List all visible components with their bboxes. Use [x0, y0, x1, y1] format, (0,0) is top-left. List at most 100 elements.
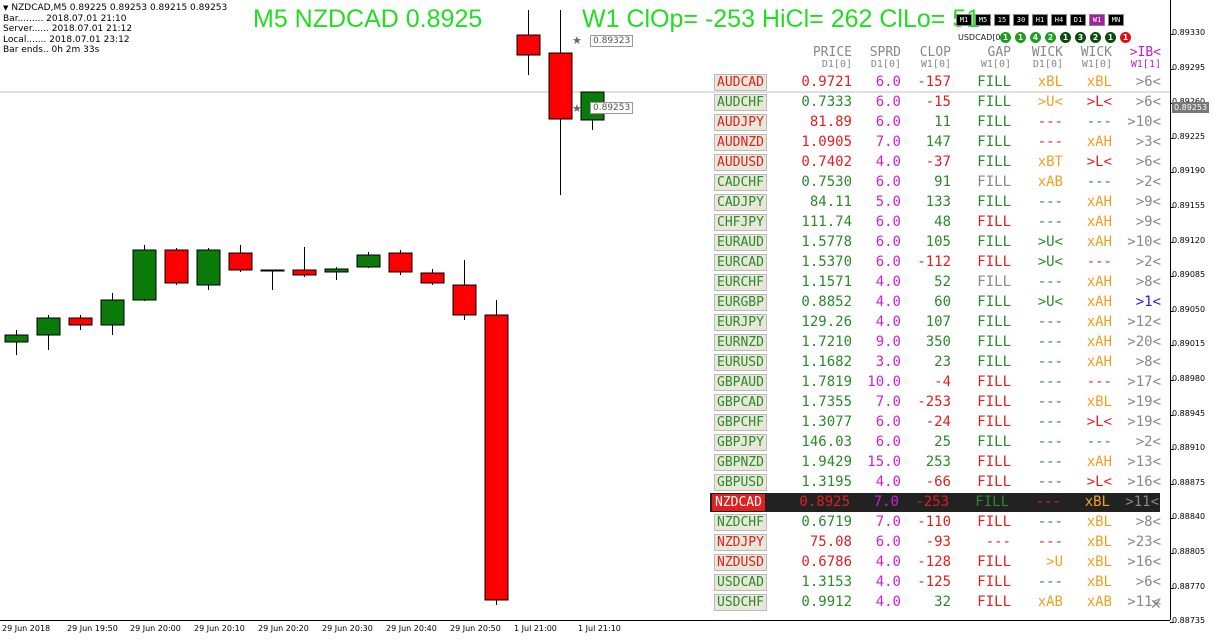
- table-row[interactable]: EURGBP 0.8852 4.0 60 FILL >U< xAH >1<: [712, 293, 1162, 312]
- cell-w1: ---: [1037, 334, 1063, 350]
- cell-ib: >16<: [1127, 474, 1161, 490]
- cell-w2: ---: [1086, 434, 1112, 450]
- dropdown-arrow-icon[interactable]: ▼: [3, 4, 9, 12]
- symbol-button[interactable]: GBPUSD: [714, 474, 767, 491]
- table-row[interactable]: EURCHF 1.1571 4.0 52 FILL --- xAH >8<: [712, 273, 1162, 292]
- symbol-button[interactable]: EURCHF: [714, 274, 767, 291]
- table-row[interactable]: GBPCAD 1.7355 7.0 -253 FILL --- xBL >19<: [712, 393, 1162, 412]
- cell-ib: >9<: [1135, 194, 1161, 210]
- cell-w2: xAH: [1086, 334, 1112, 350]
- symbol-button[interactable]: CADJPY: [714, 194, 767, 211]
- candle-body: [548, 52, 573, 120]
- table-row[interactable]: CADCHF 0.7530 6.0 91 FILL xAB --- >2<: [712, 173, 1162, 192]
- symbol-button[interactable]: EURAUD: [714, 234, 767, 251]
- price-chart[interactable]: [0, 0, 1170, 620]
- timeframe-button-h1[interactable]: H1: [1032, 14, 1048, 26]
- timeframe-button-w1[interactable]: W1: [1089, 14, 1105, 26]
- price-tick: 0.88840: [1169, 512, 1206, 522]
- table-row[interactable]: NZDCAD 0.8925 7.0 -253 FILL --- xBL >11<: [710, 493, 1160, 512]
- table-row[interactable]: NZDUSD 0.6786 4.0 -128 FILL >U xBL >16<: [712, 553, 1162, 572]
- cell-gap: FILL: [977, 394, 1011, 410]
- symbol-button[interactable]: EURCAD: [714, 254, 767, 271]
- cell-w1: xBL: [1037, 74, 1063, 90]
- timeframe-button-mn[interactable]: MN: [1108, 14, 1124, 26]
- timeframe-button-h4[interactable]: H4: [1051, 14, 1067, 26]
- table-row[interactable]: EURJPY 129.26 4.0 107 FILL --- xAH >12<: [712, 313, 1162, 332]
- symbol-button[interactable]: AUDJPY: [714, 114, 767, 131]
- candle: [548, 10, 573, 195]
- symbol-button[interactable]: AUDCAD: [714, 74, 767, 91]
- cell-ib: >6<: [1135, 74, 1161, 90]
- table-row[interactable]: EURCAD 1.5370 6.0 -112 FILL >U< --- >2<: [712, 253, 1162, 272]
- symbol-button[interactable]: NZDCAD: [712, 494, 765, 511]
- table-row[interactable]: GBPUSD 1.3195 4.0 -66 FILL --- >L< >16<: [712, 473, 1162, 492]
- timeframe-button-m1[interactable]: M1: [956, 14, 972, 26]
- header-sprd: SPRD: [869, 45, 901, 60]
- cell-ib: >12<: [1127, 314, 1161, 330]
- symbol-button[interactable]: NZDUSD: [714, 554, 767, 571]
- table-row[interactable]: AUDJPY 81.89 6.0 11 FILL --- --- >10<: [712, 113, 1162, 132]
- timeframe-button-d1[interactable]: D1: [1070, 14, 1086, 26]
- symbol-button[interactable]: EURNZD: [714, 334, 767, 351]
- cell-price: 146.03: [801, 434, 852, 450]
- cell-ib: >20<: [1127, 334, 1161, 350]
- symbol-button[interactable]: GBPCAD: [714, 394, 767, 411]
- symbol-button[interactable]: NZDCHF: [714, 514, 767, 531]
- timeframe-button-15[interactable]: 15: [994, 14, 1010, 26]
- price-tick: 0.89155: [1169, 201, 1206, 210]
- symbol-button[interactable]: GBPCHF: [714, 414, 767, 431]
- table-row[interactable]: EURUSD 1.1682 3.0 23 FILL --- xAH >8<: [712, 353, 1162, 372]
- table-row[interactable]: NZDJPY 75.08 6.0 -93 --- --- xBL >23<: [712, 533, 1162, 552]
- symbol-button[interactable]: EURJPY: [714, 314, 767, 331]
- cell-gap: FILL: [977, 194, 1011, 210]
- timeframe-button-m5[interactable]: M5: [975, 14, 991, 26]
- price-tick: 0.89120: [1169, 235, 1206, 245]
- table-row[interactable]: GBPNZD 1.9429 15.0 253 FILL --- xAH >13<: [712, 453, 1162, 472]
- table-row[interactable]: NZDCHF 0.6719 7.0 -110 FILL --- xBL >8<: [712, 513, 1162, 532]
- symbol-button[interactable]: CADCHF: [714, 174, 767, 191]
- table-row[interactable]: AUDNZD 1.0905 7.0 147 FILL --- xAH >3<: [712, 133, 1162, 152]
- candle-body: [516, 34, 541, 56]
- symbol-button[interactable]: GBPAUD: [714, 374, 767, 391]
- candle: [292, 247, 317, 277]
- cell-w1: xAB: [1037, 174, 1063, 190]
- symbol-button[interactable]: NZDJPY: [714, 534, 767, 551]
- cell-w2: xBL: [1086, 74, 1112, 90]
- symbol-button[interactable]: AUDUSD: [714, 154, 767, 171]
- table-row[interactable]: USDCAD 1.3153 4.0 -125 FILL --- xBL >6<: [712, 573, 1162, 592]
- table-row[interactable]: GBPJPY 146.03 6.0 25 FILL --- --- >2<: [712, 433, 1162, 452]
- symbol-button[interactable]: EURUSD: [714, 354, 767, 371]
- time-axis[interactable]: 29 Jun 2018 29 Jun 19:50 29 Jun 20:00 29 Ju…: [0, 620, 1170, 640]
- table-row[interactable]: EURNZD 1.7210 9.0 350 FILL --- xAH >20<: [712, 333, 1162, 352]
- table-row[interactable]: USDCHF 0.9912 4.0 32 FILL xAB xAB >11<: [712, 593, 1162, 612]
- price-axis[interactable]: 0.89330 0.89295 0.89260 0.89225 0.89190 0.891…: [1169, 0, 1214, 625]
- cell-gap: FILL: [977, 234, 1011, 250]
- symbol-button[interactable]: GBPNZD: [714, 454, 767, 471]
- symbol-button[interactable]: AUDCHF: [714, 94, 767, 111]
- cell-gap: FILL: [977, 434, 1011, 450]
- table-row[interactable]: EURAUD 1.5778 6.0 105 FILL >U< xAH >10<: [712, 233, 1162, 252]
- cell-clop: 133: [925, 194, 951, 210]
- symbol-button[interactable]: CHFJPY: [714, 214, 767, 231]
- timeframe-button-30[interactable]: 30: [1013, 14, 1029, 26]
- symbol-button[interactable]: EURGBP: [714, 294, 767, 311]
- cell-price: 0.6719: [801, 514, 852, 530]
- table-row[interactable]: GBPCHF 1.3077 6.0 -24 FILL --- >L< >19<: [712, 413, 1162, 432]
- cell-gap: ---: [985, 534, 1011, 550]
- cell-clop: 350: [925, 334, 951, 350]
- symbol-button[interactable]: AUDNZD: [714, 134, 767, 151]
- symbol-button[interactable]: USDCHF: [714, 594, 767, 611]
- table-row[interactable]: CADJPY 84.11 5.0 133 FILL --- xAH >9<: [712, 193, 1162, 212]
- table-row[interactable]: CHFJPY 111.74 6.0 48 FILL --- xAH >9<: [712, 213, 1162, 232]
- table-row[interactable]: AUDUSD 0.7402 4.0 -37 FILL xBT >L< >6<: [712, 153, 1162, 172]
- cell-sprd: 6.0: [875, 254, 901, 270]
- table-row[interactable]: GBPAUD 1.7819 10.0 -4 FILL --- --- >17<: [712, 373, 1162, 392]
- signal-dot: 1: [1000, 32, 1011, 43]
- symbol-button[interactable]: GBPJPY: [714, 434, 767, 451]
- close-icon[interactable]: ✕: [1150, 596, 1162, 612]
- symbol-button[interactable]: USDCAD: [714, 574, 767, 591]
- table-row[interactable]: AUDCAD 0.9721 6.0 -157 FILL xBL xBL >6<: [712, 73, 1162, 92]
- cell-w2: xBL: [1086, 574, 1112, 590]
- table-row[interactable]: AUDCHF 0.7333 6.0 -15 FILL >U< >L< >6<: [712, 93, 1162, 112]
- usdcad-label: USDCAD[0]: [958, 33, 1004, 42]
